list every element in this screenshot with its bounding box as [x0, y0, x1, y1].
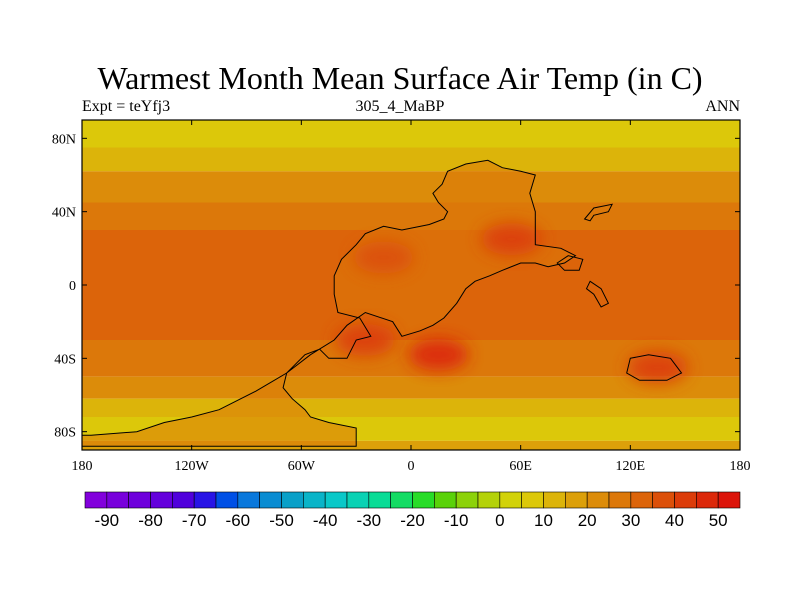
map-plot-area — [82, 120, 740, 450]
colorbar-swatch — [128, 491, 151, 509]
colorbar-label: -80 — [138, 511, 163, 530]
colorbar-label: 0 — [495, 511, 504, 530]
colorbar-swatch — [674, 491, 697, 509]
colorbar-swatch — [499, 491, 522, 509]
island-coastline-1 — [585, 280, 610, 308]
x-tick-label: 120E — [616, 459, 646, 474]
x-tick-label: 60E — [509, 459, 532, 474]
pangaea-land-fill — [82, 160, 576, 447]
colorbar-swatch — [303, 491, 326, 509]
experiment-label: Expt = teYfj3 — [82, 98, 171, 115]
colorbar-swatch — [281, 491, 304, 509]
y-tick-label: 40N — [52, 206, 76, 221]
colorbar-swatch — [150, 491, 173, 509]
colorbar-swatch — [106, 491, 129, 509]
colorbar-swatch — [215, 491, 239, 509]
x-tick-label: 120W — [175, 459, 210, 474]
y-tick-label: 40S — [54, 352, 76, 367]
colorbar-swatch — [368, 491, 391, 509]
colorbar-label: -40 — [313, 511, 338, 530]
temperature-band-6 — [82, 376, 740, 399]
colorbar-label: 40 — [665, 511, 684, 530]
colorbar-label: 30 — [621, 511, 640, 530]
colorbar-label: 50 — [709, 511, 728, 530]
island-coastline-3 — [556, 255, 584, 271]
colorbar-swatch — [390, 491, 413, 509]
island-coastline-0 — [583, 203, 614, 222]
colorbar: -90 -80 -70 -60 -50 -40 -30 -20 -10 0 10 20 30 40 50 — [84, 491, 741, 530]
axis-ticks: 180 120W 60W 0 60E 120E 180 80N 40N 0 40S 80S — [52, 120, 751, 474]
colorbar-swatch — [586, 491, 610, 509]
colorbar-label: -10 — [444, 511, 469, 530]
colorbar-swatch — [346, 491, 370, 509]
colorbar-label: -30 — [357, 511, 382, 530]
temperature-hotspot-4 — [627, 351, 688, 384]
colorbar-swatch — [193, 491, 217, 509]
continent-outlines — [82, 159, 683, 447]
colorbar-swatch — [434, 491, 457, 509]
colorbar-swatch — [412, 491, 435, 509]
colorbar-label: -90 — [95, 511, 120, 530]
colorbar-swatch — [259, 491, 282, 509]
x-tick-label: 0 — [408, 459, 415, 474]
colorbar-label: 10 — [534, 511, 553, 530]
colorbar-swatch — [543, 491, 566, 509]
pangaea-coastline — [82, 159, 577, 447]
colorbar-swatch — [237, 491, 260, 509]
colorbar-swatch — [521, 491, 544, 509]
colorbar-label: -50 — [269, 511, 294, 530]
colorbar-label: -20 — [400, 511, 425, 530]
x-tick-label: 180 — [72, 459, 93, 474]
temperature-hotspot-0 — [408, 338, 469, 371]
season-label: ANN — [705, 98, 740, 115]
colorbar-swatch — [652, 491, 675, 509]
y-tick-label: 0 — [69, 279, 76, 294]
colorbar-swatch — [84, 491, 108, 509]
temperature-hotspot-2 — [353, 241, 414, 274]
island-coastline-2 — [626, 354, 683, 381]
colorbar-swatch — [324, 491, 348, 509]
time-period-label: 305_4_MaBP — [355, 98, 445, 115]
colorbar-label: -60 — [226, 511, 251, 530]
colorbar-swatch — [696, 491, 719, 509]
temperature-hotspot-3 — [481, 223, 542, 256]
colorbar-swatch — [455, 491, 479, 509]
colorbar-swatch — [477, 491, 501, 509]
y-tick-label: 80S — [54, 426, 76, 441]
colorbar-swatch — [172, 491, 195, 509]
colorbar-swatch — [565, 491, 588, 509]
x-tick-label: 60W — [288, 459, 316, 474]
x-tick-label: 180 — [730, 459, 751, 474]
colorbar-swatch — [717, 491, 741, 509]
colorbar-swatch — [608, 491, 632, 509]
colorbar-label: -70 — [182, 511, 207, 530]
colorbar-label: 20 — [578, 511, 597, 530]
temperature-hotspot-1 — [335, 324, 396, 356]
colorbar-swatch — [630, 491, 653, 509]
y-tick-label: 80N — [52, 132, 76, 147]
temperature-band-1 — [82, 147, 740, 172]
temperature-band-7 — [82, 398, 740, 417]
temperature-band-3 — [82, 202, 740, 230]
temperature-band-2 — [82, 171, 740, 203]
map-title: Warmest Month Mean Surface Air Temp (in … — [97, 60, 703, 96]
